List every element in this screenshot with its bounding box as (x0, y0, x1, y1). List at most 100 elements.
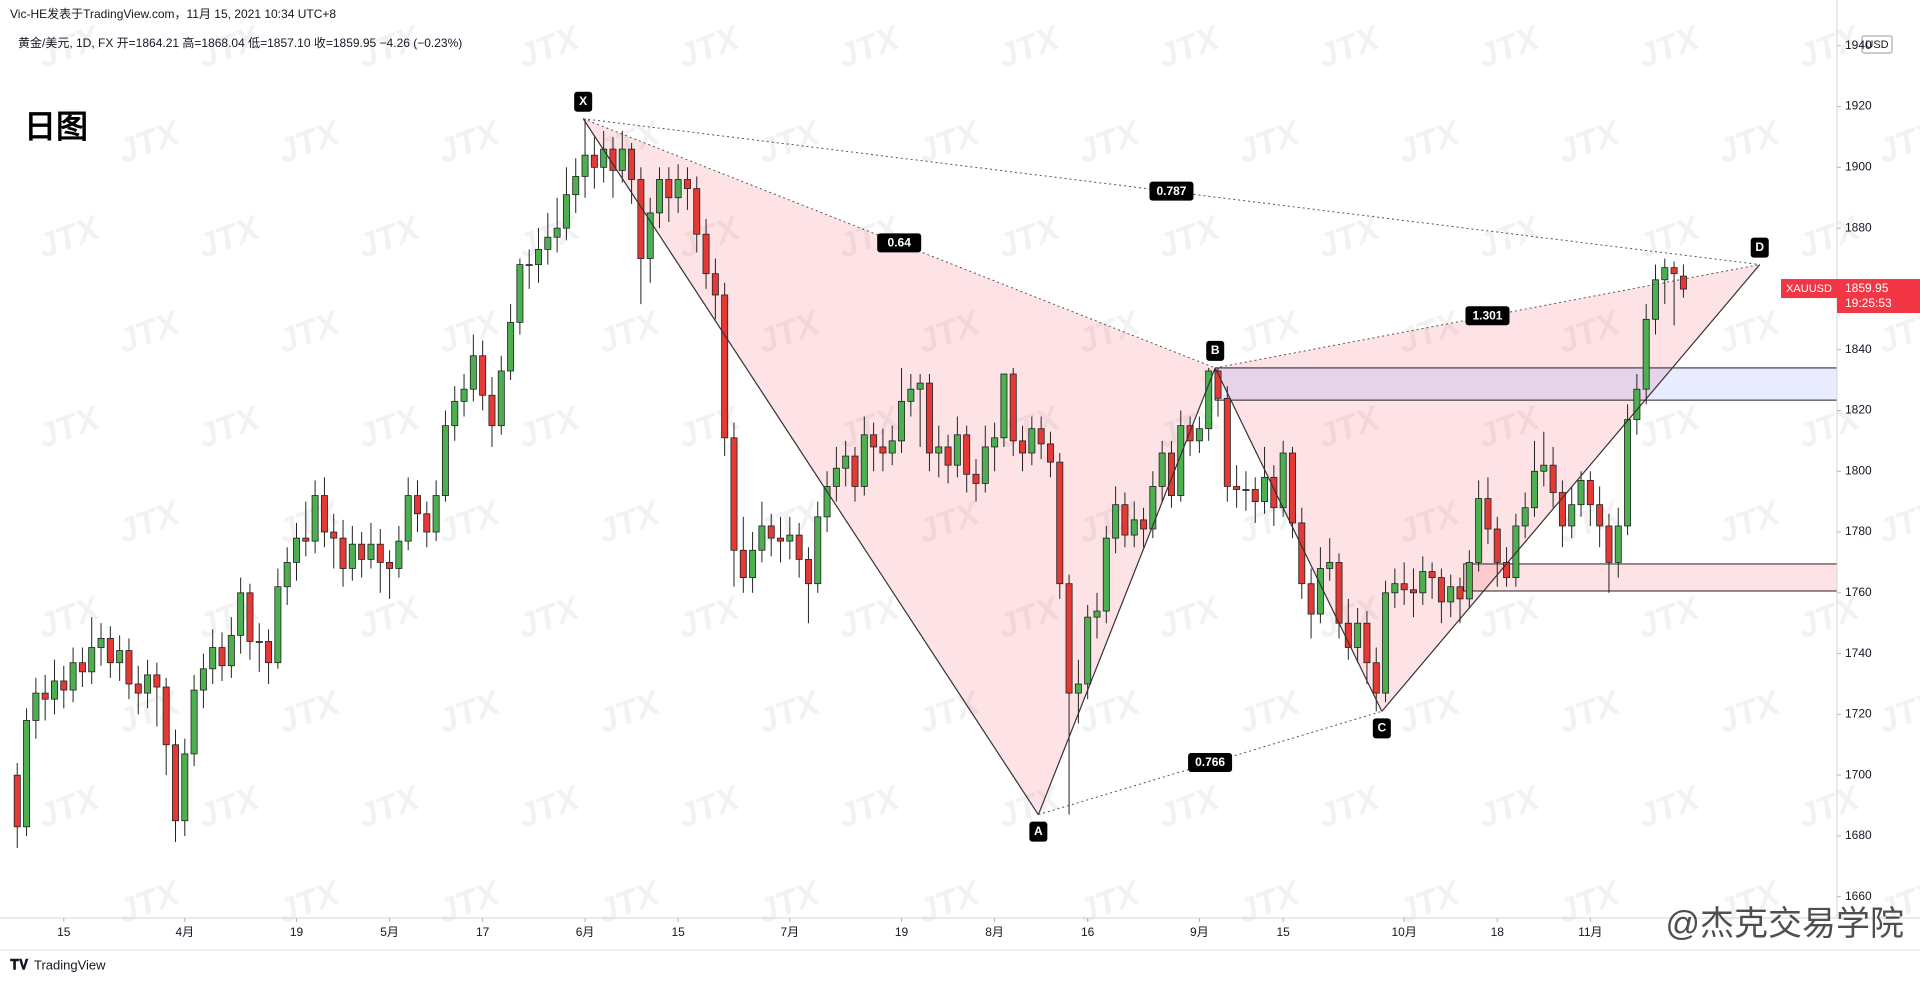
candle-body (1410, 589, 1417, 594)
publisher-header: Vic-HE发表于TradingView.com，11月 15, 2021 10… (10, 6, 336, 21)
candle-body (348, 543, 356, 569)
ratio-label: 0.766 (1195, 755, 1225, 769)
candle-body (851, 455, 859, 487)
candle-body (795, 534, 803, 560)
candle-body (600, 148, 608, 168)
candle-body (246, 592, 254, 642)
candle-body (823, 486, 831, 518)
candle-body (1279, 452, 1287, 509)
candle-body (1624, 419, 1632, 527)
candle-body (1521, 507, 1529, 527)
candle-body (386, 562, 394, 569)
candle-body (1540, 464, 1548, 472)
candle-body (13, 774, 21, 828)
candle-body (1558, 492, 1566, 527)
ratio-label: 0.787 (1156, 184, 1186, 198)
candle-body (32, 692, 40, 721)
candle-body (255, 641, 263, 643)
candle-body (777, 537, 784, 542)
candle-body (879, 446, 887, 454)
point-label: C (1377, 721, 1386, 735)
candle-body (963, 434, 971, 475)
candle-body (1233, 486, 1241, 490)
candle-body (683, 179, 691, 190)
candle-body (907, 388, 915, 402)
candle-body (786, 534, 794, 542)
ratio-box (1188, 753, 1233, 773)
candle-body (1037, 428, 1045, 445)
candle-body (172, 744, 179, 822)
candle-body (1130, 519, 1138, 536)
candle-body (1484, 498, 1492, 530)
candle-body (832, 467, 840, 487)
candle-body (646, 212, 654, 259)
candle-body (767, 525, 775, 539)
candle-body (516, 264, 524, 323)
candle-body (106, 638, 114, 664)
ratio-box (1465, 306, 1510, 326)
candle-body (1372, 662, 1380, 694)
candle-body (1046, 443, 1054, 463)
candle-body (1586, 479, 1594, 506)
candle-body (209, 647, 217, 670)
candle-body (1288, 452, 1296, 524)
y-tick-label: 1940 (1845, 38, 1872, 52)
candle-body (1354, 622, 1362, 648)
candle-body (441, 425, 449, 496)
candle-body (1149, 486, 1157, 530)
candle-body (1195, 428, 1203, 442)
pattern-leg (582, 118, 1039, 815)
y-tick-label: 1760 (1845, 585, 1872, 599)
candle-body (925, 382, 933, 454)
candle-body (1121, 504, 1129, 536)
candle-body (339, 537, 347, 569)
candle-body (535, 248, 542, 265)
candle-body (60, 680, 68, 691)
candle-body (41, 692, 49, 700)
candle-body (218, 647, 226, 667)
candle-body (1614, 525, 1622, 563)
candle-body (981, 446, 989, 484)
point-box (1372, 718, 1391, 739)
candle-body (618, 148, 626, 171)
candle-body (265, 641, 273, 664)
candle-body (1549, 464, 1557, 493)
candle-body (1102, 537, 1110, 612)
candle-body (1400, 583, 1408, 591)
candle-body (702, 233, 710, 275)
credit-watermark: @杰克交易学院 (1665, 905, 1904, 943)
candle-body (1391, 583, 1399, 594)
candle-body (1298, 522, 1306, 585)
x-tick-label: 15 (671, 925, 685, 939)
candle-body (1056, 461, 1064, 585)
candle-body (1186, 425, 1194, 442)
candle-body (842, 455, 850, 469)
x-tick-label: 4月 (175, 925, 194, 939)
candle-body (637, 179, 645, 259)
candle-body (69, 662, 77, 691)
candle-body (134, 683, 142, 694)
candle-body (1428, 571, 1436, 579)
candle-body (898, 400, 905, 442)
candle-body (972, 473, 980, 484)
x-tick-label: 10月 (1391, 925, 1416, 939)
candle-body (302, 537, 310, 542)
y-tick-label: 1660 (1845, 889, 1872, 903)
candle-body (1382, 592, 1390, 694)
candle-body (181, 753, 189, 822)
candle-body (1205, 370, 1213, 430)
candle-body (581, 154, 589, 177)
candle-body (1447, 586, 1455, 603)
price-box (1837, 279, 1920, 314)
candle-body (1456, 586, 1464, 600)
ratio-box (1149, 181, 1194, 201)
candle-body (1670, 267, 1678, 275)
candle-body (423, 513, 431, 533)
x-tick-label: 7月 (780, 925, 799, 939)
candle-body (1214, 370, 1222, 399)
candle-body (451, 400, 459, 427)
pattern-leg (1037, 367, 1216, 815)
candle-body (1316, 568, 1324, 615)
candle-body (1335, 562, 1343, 624)
